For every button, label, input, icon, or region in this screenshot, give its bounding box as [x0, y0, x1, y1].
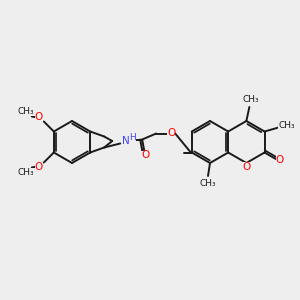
Text: CH₃: CH₃	[17, 168, 34, 177]
Text: O: O	[242, 162, 250, 172]
Text: CH₃: CH₃	[242, 95, 259, 104]
Text: CH₃: CH₃	[17, 107, 34, 116]
Text: O: O	[35, 112, 43, 122]
Text: CH₃: CH₃	[200, 178, 216, 188]
Text: CH₃: CH₃	[278, 121, 295, 130]
Text: H: H	[129, 133, 136, 142]
Text: O: O	[276, 155, 284, 165]
Text: O: O	[35, 163, 43, 172]
Text: O: O	[167, 128, 175, 137]
Text: O: O	[141, 151, 149, 160]
Text: N: N	[122, 136, 130, 146]
